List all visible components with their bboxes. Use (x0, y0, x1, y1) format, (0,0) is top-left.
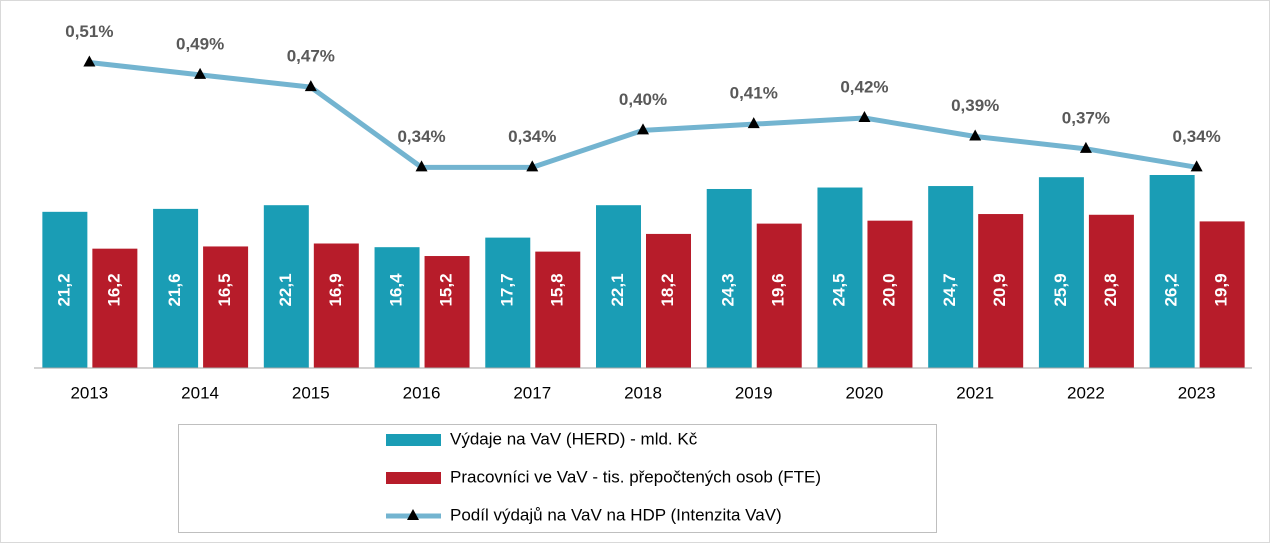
bar (42, 211, 88, 368)
bar (1088, 214, 1134, 368)
data-label: 19,9 (1212, 273, 1231, 306)
data-label: 0,34% (397, 127, 445, 146)
line-marker (637, 123, 649, 135)
line-marker (1190, 160, 1203, 172)
data-label: 15,2 (437, 273, 456, 306)
data-label: 0,39% (951, 96, 999, 115)
bar (203, 246, 249, 368)
line-marker (747, 117, 760, 129)
legend-swatch (386, 434, 441, 446)
bar (535, 251, 581, 368)
bar (867, 220, 913, 368)
legend-box (178, 424, 937, 533)
data-label: 0,47% (287, 47, 335, 66)
legend-swatch (386, 472, 441, 484)
data-label: 16,5 (215, 273, 234, 306)
bar (92, 248, 138, 368)
bar (978, 214, 1024, 368)
line-marker (83, 55, 96, 67)
x-tick-label: 2018 (624, 383, 662, 402)
x-tick-label: 2021 (956, 383, 994, 402)
line-marker (526, 160, 539, 172)
bar (1199, 221, 1245, 368)
data-label: 15,8 (547, 273, 566, 306)
bar (374, 247, 420, 368)
data-label: 24,3 (719, 273, 738, 306)
bar (263, 205, 309, 368)
data-label: 0,40% (619, 90, 667, 109)
bar (153, 208, 199, 368)
legend-marker (407, 509, 419, 520)
x-tick-label: 2023 (1178, 383, 1216, 402)
data-label: 19,6 (769, 273, 788, 306)
data-label: 16,2 (104, 273, 123, 306)
data-label: 21,2 (54, 273, 73, 306)
bar (1149, 174, 1195, 368)
data-label: 25,9 (1051, 273, 1070, 306)
bar (313, 243, 359, 368)
line-marker (1079, 141, 1092, 153)
x-tick-label: 2013 (70, 383, 108, 402)
legend-label: Pracovníci ve VaV - tis. přepočtených os… (450, 467, 821, 486)
line-marker (858, 111, 871, 122)
data-label: 16,9 (326, 273, 345, 306)
line-marker (969, 129, 982, 141)
x-tick-label: 2016 (403, 383, 441, 402)
data-label: 24,5 (829, 273, 848, 306)
data-label: 0,42% (840, 77, 888, 96)
line-marker (415, 160, 428, 172)
bar (485, 237, 531, 368)
data-label: 24,7 (940, 273, 959, 306)
x-tick-label: 2019 (735, 383, 773, 402)
data-label: 22,1 (608, 273, 627, 306)
bar (928, 186, 974, 368)
data-label: 0,37% (1062, 108, 1110, 127)
data-label: 17,7 (497, 273, 516, 306)
bar (756, 223, 802, 368)
x-tick-label: 2020 (846, 383, 884, 402)
x-tick-label: 2017 (513, 383, 551, 402)
data-label: 26,2 (1162, 273, 1181, 306)
bar (596, 205, 641, 368)
data-label: 20,8 (1101, 273, 1120, 306)
x-tick-label: 2015 (292, 383, 330, 402)
x-tick-label: 2022 (1067, 383, 1105, 402)
bar (424, 256, 470, 368)
data-label: 16,4 (387, 273, 406, 307)
data-label: 21,6 (165, 273, 184, 306)
data-label: 0,51% (65, 22, 113, 41)
data-label: 0,34% (508, 127, 556, 146)
data-label: 0,41% (730, 84, 778, 103)
bar (1038, 177, 1084, 368)
data-label: 20,9 (990, 273, 1009, 306)
bar (706, 188, 752, 368)
bar (817, 187, 863, 368)
legend-label: Podíl výdajů na VaV na HDP (Intenzita Va… (450, 505, 782, 524)
data-label: 22,1 (276, 273, 295, 306)
bar (646, 233, 691, 368)
x-tick-label: 2014 (181, 383, 219, 402)
data-label: 18,2 (658, 273, 677, 306)
data-label: 0,34% (1173, 127, 1221, 146)
data-label: 20,0 (879, 273, 898, 306)
legend-label: Výdaje na VaV (HERD) - mld. Kč (450, 429, 698, 448)
line-marker (194, 67, 207, 79)
line-marker (304, 80, 317, 92)
data-label: 0,49% (176, 34, 224, 53)
